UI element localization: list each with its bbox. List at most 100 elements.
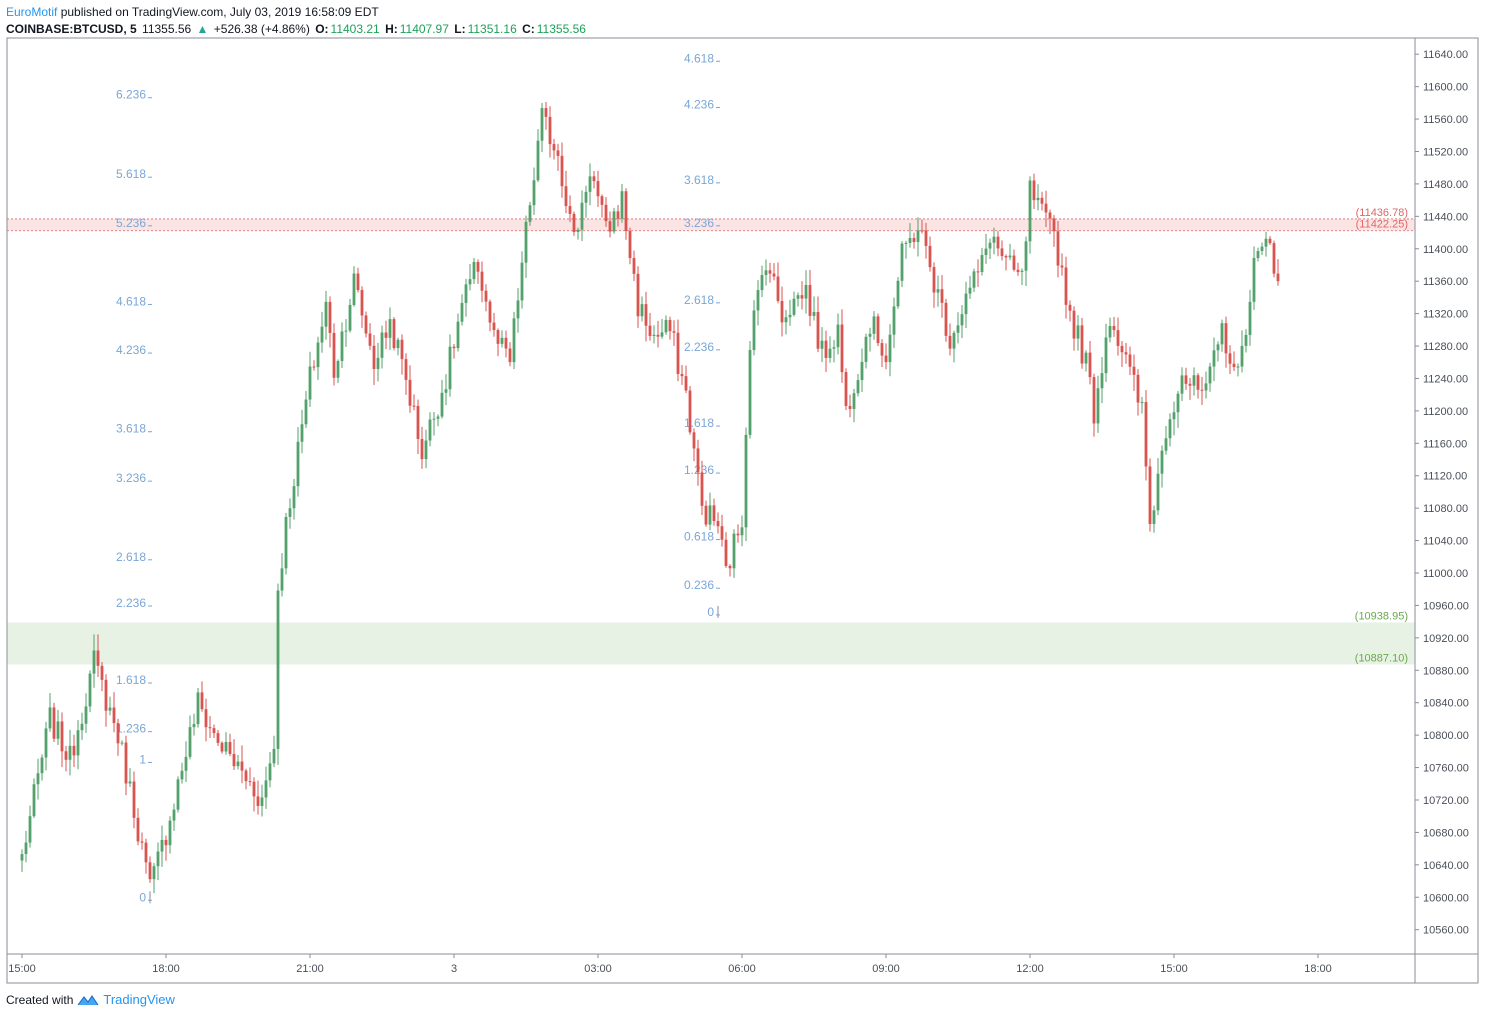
candle-body (1000, 248, 1004, 257)
fib-level-label: 3.618 (116, 422, 146, 436)
tradingview-logo-icon (77, 994, 99, 1005)
candle-body (384, 332, 388, 338)
candle-body (160, 839, 164, 852)
candle-body (264, 780, 268, 798)
candle-body (564, 186, 568, 207)
candle-body (64, 751, 68, 760)
candle-body (372, 345, 376, 370)
candle-body (1228, 353, 1232, 364)
candle-body (996, 236, 1000, 249)
candle-body (908, 237, 912, 243)
candle-body (224, 741, 228, 752)
candle-body (368, 333, 372, 346)
candle-body (940, 289, 944, 303)
candle-body (1080, 325, 1084, 364)
fib-level-label: 0.618 (684, 530, 714, 544)
time-tick-label: 15:00 (8, 963, 36, 975)
candle-body (40, 757, 44, 774)
candle-body (1260, 246, 1264, 252)
time-tick-label: 12:00 (1016, 963, 1044, 975)
candle-body (1128, 354, 1132, 367)
price-tick-label: 10640.00 (1423, 860, 1469, 872)
candle-body (1276, 273, 1280, 282)
candle-body (1140, 402, 1144, 404)
candle-body (676, 332, 680, 374)
candle-body (1112, 325, 1116, 331)
candle-body (144, 842, 148, 863)
fib-level-label: 4.618 (684, 51, 714, 65)
close-label: C: (522, 22, 535, 36)
candle-body (108, 707, 112, 711)
candle-body (796, 295, 800, 299)
candle-body (956, 325, 960, 333)
resistance-zone (7, 218, 1415, 231)
price-tick-label: 10920.00 (1423, 633, 1469, 645)
candle-body (764, 270, 768, 275)
candle-body (488, 301, 492, 323)
candles-layer (20, 101, 1280, 894)
candle-body (176, 779, 180, 810)
candle-body (992, 236, 996, 243)
price-change: +526.38 (+4.86%) (213, 22, 310, 36)
candle-body (140, 841, 144, 843)
candle-body (1072, 310, 1076, 339)
candle-body (1148, 466, 1152, 525)
price-tick-label: 11200.00 (1423, 406, 1468, 418)
candle-body (1024, 241, 1028, 271)
zones-layer (7, 218, 1415, 665)
candle-body (532, 180, 536, 206)
candle-body (1124, 352, 1128, 355)
fib-level-label: 4.618 (116, 294, 146, 308)
publisher-name[interactable]: EuroMotif (6, 5, 58, 19)
candle-body (236, 761, 240, 767)
candle-body (496, 330, 500, 344)
candle-body (1152, 510, 1156, 525)
candle-body (168, 820, 172, 846)
published-text: published on TradingView.com, July 03, 2… (60, 5, 379, 19)
candle-body (428, 419, 432, 441)
candle-body (1056, 231, 1060, 266)
support-zone (7, 622, 1415, 665)
candle-body (856, 380, 860, 394)
candle-body (972, 271, 976, 288)
candle-body (980, 255, 984, 272)
candle-body (324, 301, 328, 327)
candle-body (656, 334, 660, 337)
candle-body (876, 316, 880, 344)
candle-body (348, 304, 352, 331)
candle-body (760, 274, 764, 291)
candle-body (1096, 388, 1100, 424)
candle-body (1256, 251, 1260, 259)
candle-body (192, 724, 196, 728)
candle-body (68, 745, 72, 760)
candle-body (708, 505, 712, 525)
candle-body (572, 213, 576, 232)
candle-body (836, 324, 840, 348)
time-axis: 15:00 18:00 21:00 3 03:00 06:00 09:00 12:00 15:0… (8, 954, 1332, 975)
candle-body (608, 221, 612, 232)
candle-body (540, 108, 544, 141)
fib-level-label: 2.618 (684, 293, 714, 307)
candle-body (60, 721, 64, 752)
fib-level-label: 1 (139, 752, 146, 766)
time-tick-label: 15:00 (1160, 963, 1188, 975)
high-value: 11407.97 (399, 22, 449, 36)
candle-body (812, 311, 816, 316)
candle-body (436, 416, 440, 419)
candle-body (584, 191, 588, 203)
candle-body (200, 692, 204, 710)
candle-body (1104, 337, 1108, 374)
candle-body (1016, 269, 1020, 272)
price-tick-label: 11120.00 (1423, 471, 1467, 483)
candle-body (180, 770, 184, 780)
candle-body (1108, 325, 1112, 338)
time-tick-label: 09:00 (872, 963, 900, 975)
candle-body (440, 392, 444, 417)
tradingview-brand[interactable]: TradingView (103, 992, 175, 1007)
candle-body (880, 343, 884, 356)
price-tick-label: 11520.00 (1423, 146, 1468, 158)
publish-info: EuroMotif published on TradingView.com, … (6, 5, 379, 19)
time-tick-label: 18:00 (1304, 963, 1332, 975)
price-tick-label: 10840.00 (1423, 698, 1469, 710)
